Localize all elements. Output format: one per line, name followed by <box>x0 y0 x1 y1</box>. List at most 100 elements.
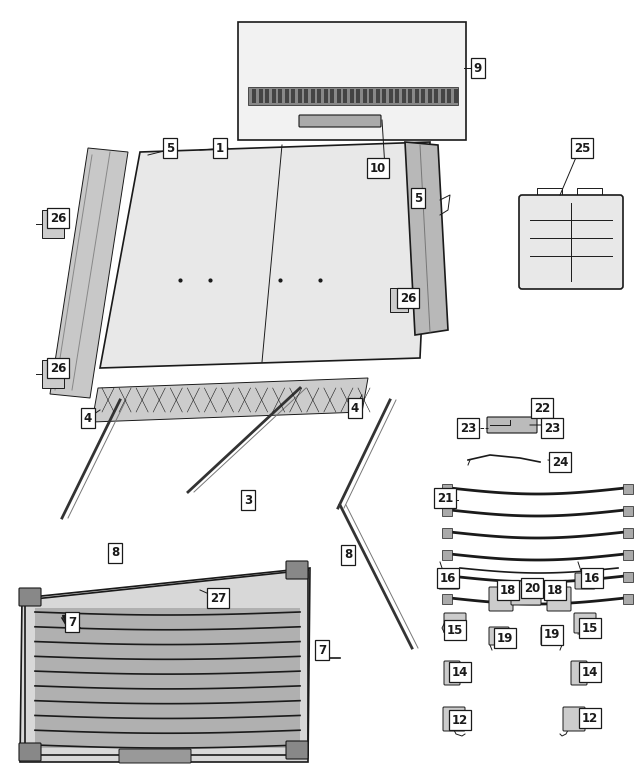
FancyBboxPatch shape <box>442 528 452 538</box>
Text: 1: 1 <box>216 141 224 155</box>
FancyBboxPatch shape <box>487 417 537 433</box>
FancyBboxPatch shape <box>382 89 387 103</box>
Text: 25: 25 <box>574 141 590 155</box>
FancyBboxPatch shape <box>623 484 633 494</box>
FancyBboxPatch shape <box>444 613 466 633</box>
FancyBboxPatch shape <box>19 588 41 606</box>
FancyBboxPatch shape <box>286 561 308 579</box>
Text: 18: 18 <box>547 584 563 597</box>
Text: 4: 4 <box>84 412 92 424</box>
FancyBboxPatch shape <box>511 581 541 605</box>
Text: 18: 18 <box>500 584 516 597</box>
Text: 15: 15 <box>582 622 598 635</box>
Text: 26: 26 <box>50 361 66 375</box>
FancyBboxPatch shape <box>324 89 328 103</box>
Text: 5: 5 <box>414 191 422 204</box>
Polygon shape <box>100 142 430 368</box>
FancyBboxPatch shape <box>291 89 295 103</box>
FancyBboxPatch shape <box>304 89 308 103</box>
FancyBboxPatch shape <box>447 89 451 103</box>
FancyBboxPatch shape <box>489 627 509 645</box>
FancyBboxPatch shape <box>259 89 262 103</box>
FancyBboxPatch shape <box>298 89 301 103</box>
FancyBboxPatch shape <box>428 89 432 103</box>
FancyBboxPatch shape <box>337 89 340 103</box>
FancyBboxPatch shape <box>265 89 269 103</box>
FancyBboxPatch shape <box>442 506 452 516</box>
Text: 16: 16 <box>440 572 456 584</box>
FancyBboxPatch shape <box>435 89 438 103</box>
FancyBboxPatch shape <box>442 550 452 560</box>
FancyBboxPatch shape <box>623 572 633 582</box>
FancyBboxPatch shape <box>248 87 458 105</box>
Polygon shape <box>405 142 448 335</box>
FancyBboxPatch shape <box>441 89 445 103</box>
FancyBboxPatch shape <box>563 707 585 731</box>
FancyBboxPatch shape <box>402 89 406 103</box>
Text: 23: 23 <box>460 421 476 434</box>
Text: 19: 19 <box>497 632 513 644</box>
Polygon shape <box>50 148 128 398</box>
FancyBboxPatch shape <box>349 89 354 103</box>
FancyBboxPatch shape <box>252 89 256 103</box>
FancyBboxPatch shape <box>317 89 321 103</box>
FancyBboxPatch shape <box>389 89 393 103</box>
FancyBboxPatch shape <box>623 594 633 604</box>
Text: 26: 26 <box>400 291 416 305</box>
FancyBboxPatch shape <box>421 89 426 103</box>
FancyBboxPatch shape <box>19 743 41 761</box>
FancyBboxPatch shape <box>623 550 633 560</box>
FancyBboxPatch shape <box>541 627 561 645</box>
Text: 24: 24 <box>552 455 568 469</box>
Text: 10: 10 <box>370 162 386 175</box>
FancyBboxPatch shape <box>356 89 360 103</box>
FancyBboxPatch shape <box>299 115 381 127</box>
Polygon shape <box>20 568 310 762</box>
Text: 20: 20 <box>524 581 540 594</box>
FancyBboxPatch shape <box>442 484 452 494</box>
FancyBboxPatch shape <box>330 89 334 103</box>
FancyBboxPatch shape <box>369 89 373 103</box>
FancyBboxPatch shape <box>489 587 513 611</box>
Text: 26: 26 <box>50 211 66 225</box>
FancyBboxPatch shape <box>575 573 595 589</box>
Text: 14: 14 <box>452 665 468 678</box>
FancyBboxPatch shape <box>442 572 452 582</box>
FancyBboxPatch shape <box>390 288 408 312</box>
Text: 27: 27 <box>210 591 226 605</box>
FancyBboxPatch shape <box>547 587 571 611</box>
Text: 4: 4 <box>351 402 359 414</box>
FancyBboxPatch shape <box>343 89 348 103</box>
Text: 21: 21 <box>437 492 453 504</box>
FancyBboxPatch shape <box>35 608 300 748</box>
Text: 12: 12 <box>452 713 468 726</box>
Polygon shape <box>92 378 368 422</box>
FancyBboxPatch shape <box>443 707 465 731</box>
FancyBboxPatch shape <box>519 195 623 289</box>
Text: 14: 14 <box>582 665 598 678</box>
Text: 7: 7 <box>318 643 326 657</box>
FancyBboxPatch shape <box>278 89 282 103</box>
FancyBboxPatch shape <box>396 89 399 103</box>
FancyBboxPatch shape <box>119 749 191 763</box>
Text: 9: 9 <box>474 61 482 75</box>
Text: 3: 3 <box>244 493 252 507</box>
FancyBboxPatch shape <box>376 89 380 103</box>
FancyBboxPatch shape <box>285 89 289 103</box>
FancyBboxPatch shape <box>454 89 458 103</box>
FancyBboxPatch shape <box>623 528 633 538</box>
Text: 16: 16 <box>584 572 600 584</box>
Text: 22: 22 <box>534 402 550 414</box>
FancyBboxPatch shape <box>571 661 587 685</box>
FancyBboxPatch shape <box>439 573 459 589</box>
Text: 7: 7 <box>68 615 76 629</box>
FancyBboxPatch shape <box>271 89 276 103</box>
Text: 15: 15 <box>447 623 463 636</box>
Text: 19: 19 <box>544 629 560 642</box>
FancyBboxPatch shape <box>310 89 315 103</box>
FancyBboxPatch shape <box>574 613 596 633</box>
FancyBboxPatch shape <box>442 594 452 604</box>
FancyBboxPatch shape <box>238 22 466 140</box>
Text: 23: 23 <box>544 421 560 434</box>
FancyBboxPatch shape <box>42 360 64 388</box>
